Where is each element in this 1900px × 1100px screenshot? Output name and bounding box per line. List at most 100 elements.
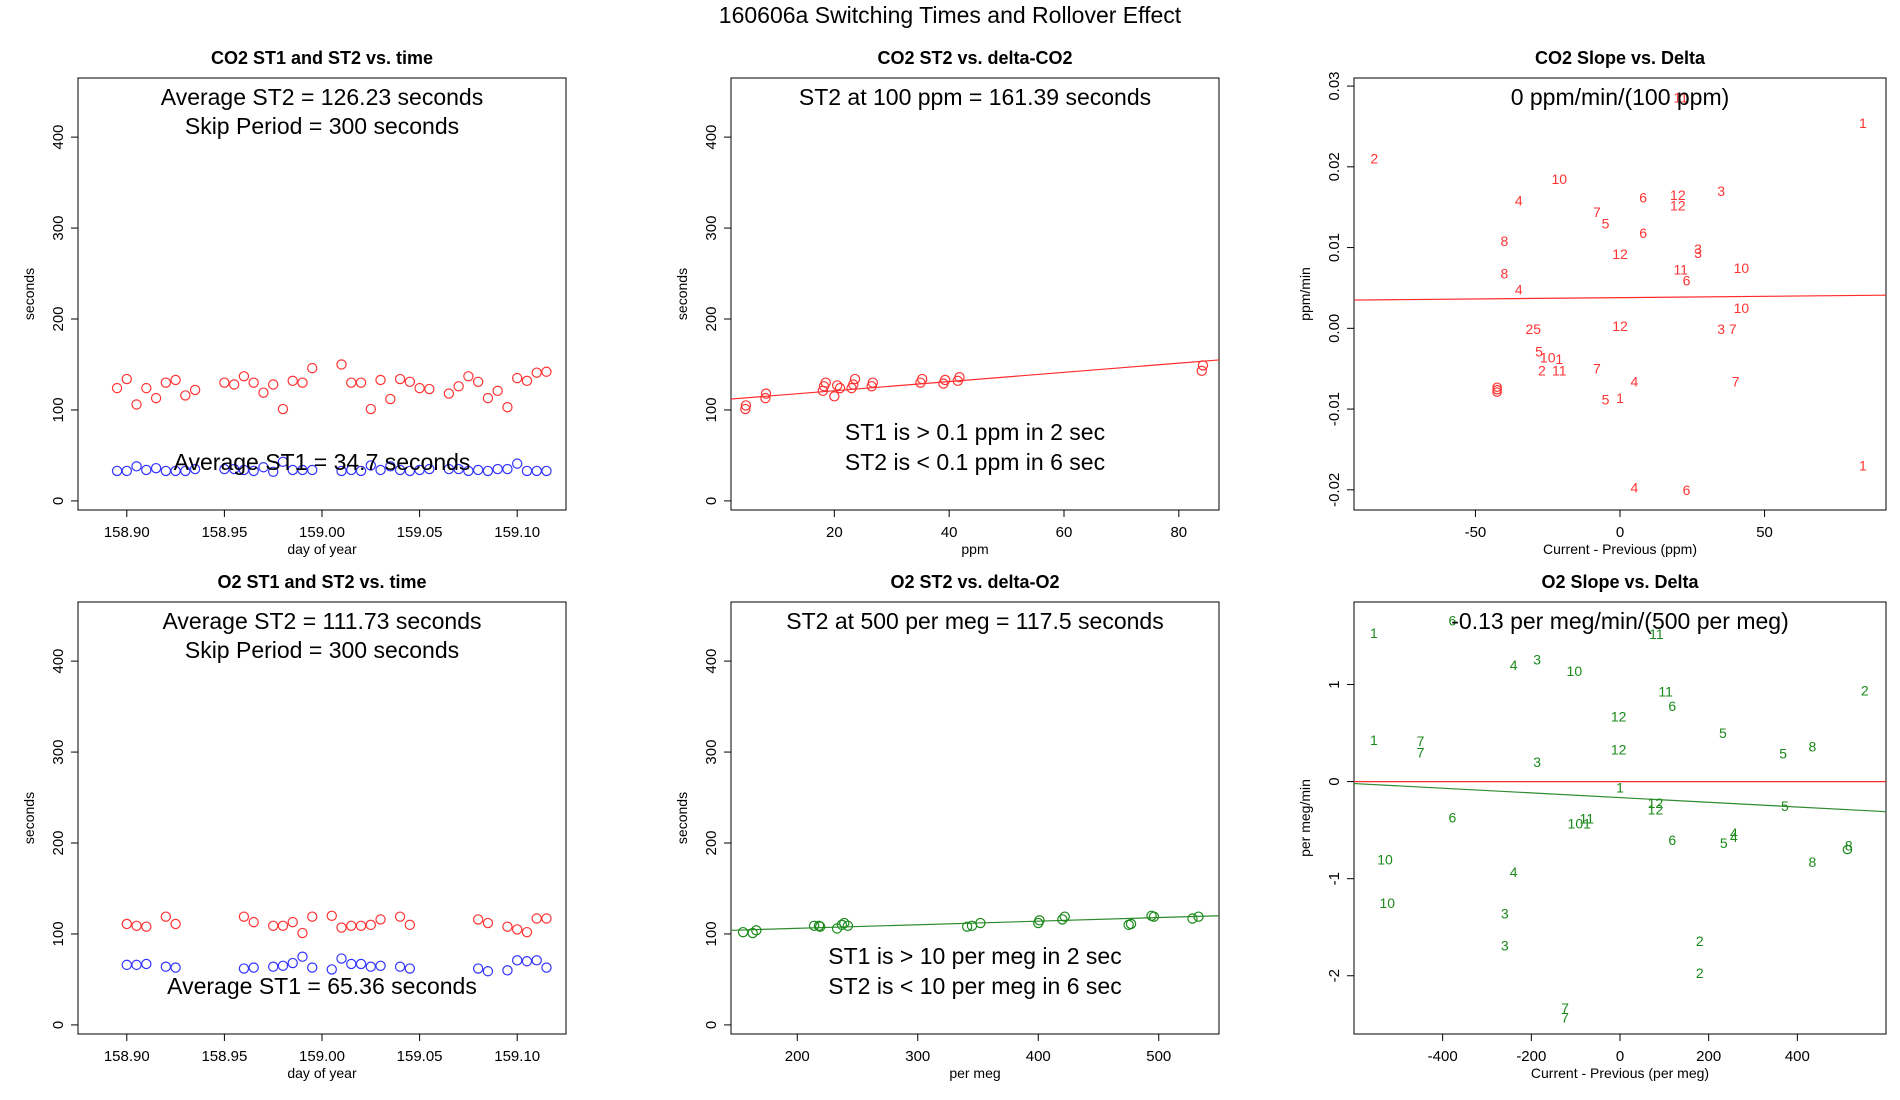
fit-line-secondary <box>1353 782 1887 813</box>
data-point-st2 <box>170 918 181 930</box>
data-point-label: 7 <box>1729 321 1737 337</box>
data-point-label: 3 <box>1694 241 1702 257</box>
data-point-st1 <box>307 962 318 973</box>
plot-frame <box>1353 77 1887 511</box>
data-point-st2 <box>268 920 279 931</box>
x-axis-label: day of year <box>287 1065 357 1081</box>
data-point-st1 <box>512 458 523 469</box>
chart-title: O2 ST1 and ST2 vs. time <box>217 572 426 592</box>
data-point-label: 12 <box>1670 198 1686 214</box>
data-point-label: 2 <box>1696 933 1704 949</box>
data-point-label: 3 <box>1717 183 1725 199</box>
y-tick-label: -1 <box>1326 872 1343 885</box>
data-point-st1 <box>521 465 533 477</box>
y-axis-label: per meg/min <box>1297 779 1313 857</box>
data-point-st1 <box>248 465 259 477</box>
chart-annotation: Average ST1 = 65.36 seconds <box>167 973 477 999</box>
data-point-st2 <box>160 377 172 388</box>
data-point-circle <box>1492 384 1502 395</box>
data-point-label: 6 <box>1668 698 1676 714</box>
data-point-st1 <box>131 461 142 472</box>
data-point-label: 2 <box>1861 682 1869 698</box>
chart-title: CO2 Slope vs. Delta <box>1535 48 1706 68</box>
data-point-label: 7 <box>1593 361 1601 377</box>
data-point-st1 <box>492 463 503 475</box>
data-point-st1 <box>502 965 513 976</box>
data-point-st1 <box>424 463 435 475</box>
data-point-st2 <box>848 379 859 390</box>
y-axis-label: seconds <box>21 268 37 320</box>
data-point-st2 <box>740 400 752 411</box>
y-tick-label: 100 <box>703 921 720 946</box>
data-point-st1 <box>277 456 289 467</box>
data-point-label: 7 <box>1593 204 1601 220</box>
data-point-st2 <box>834 382 846 394</box>
y-tick-label: 200 <box>703 306 720 331</box>
data-point-st2 <box>521 926 533 938</box>
y-axis-label: seconds <box>674 792 690 844</box>
data-point-st1 <box>472 464 484 476</box>
data-point-st2 <box>258 387 269 398</box>
y-tick-label: 0.01 <box>1326 233 1343 262</box>
data-point-label: 1 <box>1859 115 1867 131</box>
data-point-label: 12 <box>1611 709 1627 725</box>
data-point-st1 <box>307 464 318 476</box>
data-point-st2 <box>531 913 542 924</box>
x-tick-label: 159.00 <box>299 1048 345 1065</box>
data-point-st2 <box>961 921 973 932</box>
x-tick-label: 60 <box>1056 524 1073 541</box>
x-tick-label: 200 <box>785 1048 810 1065</box>
data-point-label: 6 <box>1639 225 1647 241</box>
data-point-st2 <box>492 385 503 397</box>
data-point-st2 <box>453 381 464 392</box>
data-point-st1 <box>228 463 240 475</box>
data-point-label: 11 <box>1658 683 1673 699</box>
data-point-st2 <box>307 362 318 374</box>
data-point-st2 <box>238 371 250 382</box>
data-point-label: 10 <box>1540 349 1556 365</box>
chart-annotation: Average ST1 = 34.7 seconds <box>174 449 471 475</box>
data-point-label: 12 <box>1612 246 1628 262</box>
data-point-label: 25 <box>1525 321 1541 337</box>
data-point-st2 <box>512 924 523 935</box>
data-point-st1 <box>150 462 162 474</box>
data-point-label: 6 <box>1683 482 1691 498</box>
chart-annotation: ST1 is > 10 per meg in 2 sec <box>828 943 1121 969</box>
data-point-st2 <box>975 917 986 929</box>
x-tick-label: 20 <box>826 524 843 541</box>
data-point-st1 <box>258 462 269 473</box>
data-point-st2 <box>365 919 376 931</box>
data-point-st1 <box>463 465 474 477</box>
data-point-st2 <box>189 384 201 396</box>
data-point-label: 6 <box>1449 612 1457 628</box>
y-tick-label: 400 <box>703 649 720 674</box>
data-point-label: 12 <box>1611 742 1627 758</box>
data-point-st2 <box>385 393 396 405</box>
data-point-st2 <box>346 920 357 931</box>
data-point-st2 <box>1125 918 1137 930</box>
y-tick-label: 100 <box>50 921 67 946</box>
chart-annotation: ST2 at 500 per meg = 117.5 seconds <box>786 608 1163 634</box>
data-point-label: 4 <box>1510 864 1518 880</box>
data-point-st1 <box>365 460 376 471</box>
data-point-label: 5 <box>1602 215 1610 231</box>
data-point-label: 1 <box>1616 390 1624 406</box>
y-tick-label: 0 <box>1326 777 1343 785</box>
data-point-st2 <box>814 921 826 932</box>
data-point-label: 7 <box>1417 744 1425 760</box>
y-tick-label: -0.02 <box>1326 473 1343 507</box>
data-point-st1 <box>160 465 172 477</box>
data-point-st2 <box>248 916 259 928</box>
data-point-st2 <box>472 376 484 387</box>
data-point-st2 <box>521 375 533 387</box>
x-tick-label: 200 <box>1696 1048 1721 1065</box>
data-point-label: 11 <box>1552 362 1567 378</box>
data-point-label: 6 <box>1639 190 1647 206</box>
y-tick-label: 300 <box>50 216 67 241</box>
data-point-label: 11 <box>1579 810 1594 826</box>
data-point-st1 <box>375 960 386 971</box>
x-tick-label: 500 <box>1146 1048 1171 1065</box>
data-point-st2 <box>346 377 357 388</box>
data-point-label: 8 <box>1809 854 1817 870</box>
